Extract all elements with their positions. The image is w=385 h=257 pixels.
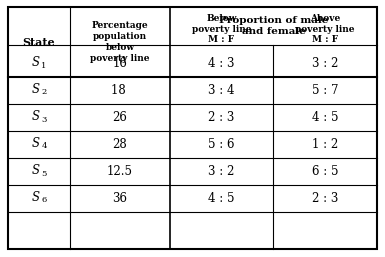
Text: 6: 6 [41,197,47,205]
Text: 36: 36 [112,192,127,205]
Text: S: S [32,56,40,69]
Text: 2 : 3: 2 : 3 [208,111,235,124]
Text: Percentage
population
below
poverty line: Percentage population below poverty line [90,21,150,63]
Text: 6 : 5: 6 : 5 [312,165,338,178]
Text: 5: 5 [41,170,47,178]
Text: 16: 16 [112,57,127,70]
Text: 4 : 5: 4 : 5 [312,111,338,124]
Text: 4: 4 [41,142,47,151]
Text: 2: 2 [41,88,47,96]
Text: 18: 18 [111,84,129,97]
Text: 5 : 7: 5 : 7 [312,84,338,97]
Text: Proportion of male
and female: Proportion of male and female [219,16,328,36]
Text: 12.5: 12.5 [107,165,133,178]
Text: S: S [32,110,40,123]
Text: S: S [32,191,40,204]
Text: Above
poverty line
M : F: Above poverty line M : F [295,14,355,44]
Text: 5 : 6: 5 : 6 [208,138,235,151]
Text: 1 : 2: 1 : 2 [312,138,338,151]
Text: 3 : 2: 3 : 2 [312,57,338,70]
Text: S: S [32,83,40,96]
Text: 3 : 4: 3 : 4 [208,84,235,97]
Text: Below
poverty line
M : F: Below poverty line M : F [192,14,251,44]
Text: 26: 26 [112,111,127,124]
Text: State: State [23,36,55,48]
Text: S: S [32,164,40,177]
Text: 4 : 3: 4 : 3 [208,57,235,70]
Text: 28: 28 [113,138,127,151]
Text: 4 : 5: 4 : 5 [208,192,235,205]
Text: S: S [32,137,40,150]
Text: 2 : 3: 2 : 3 [312,192,338,205]
Text: 3 : 2: 3 : 2 [208,165,235,178]
Text: 3: 3 [41,115,47,124]
Text: 1: 1 [41,61,47,69]
